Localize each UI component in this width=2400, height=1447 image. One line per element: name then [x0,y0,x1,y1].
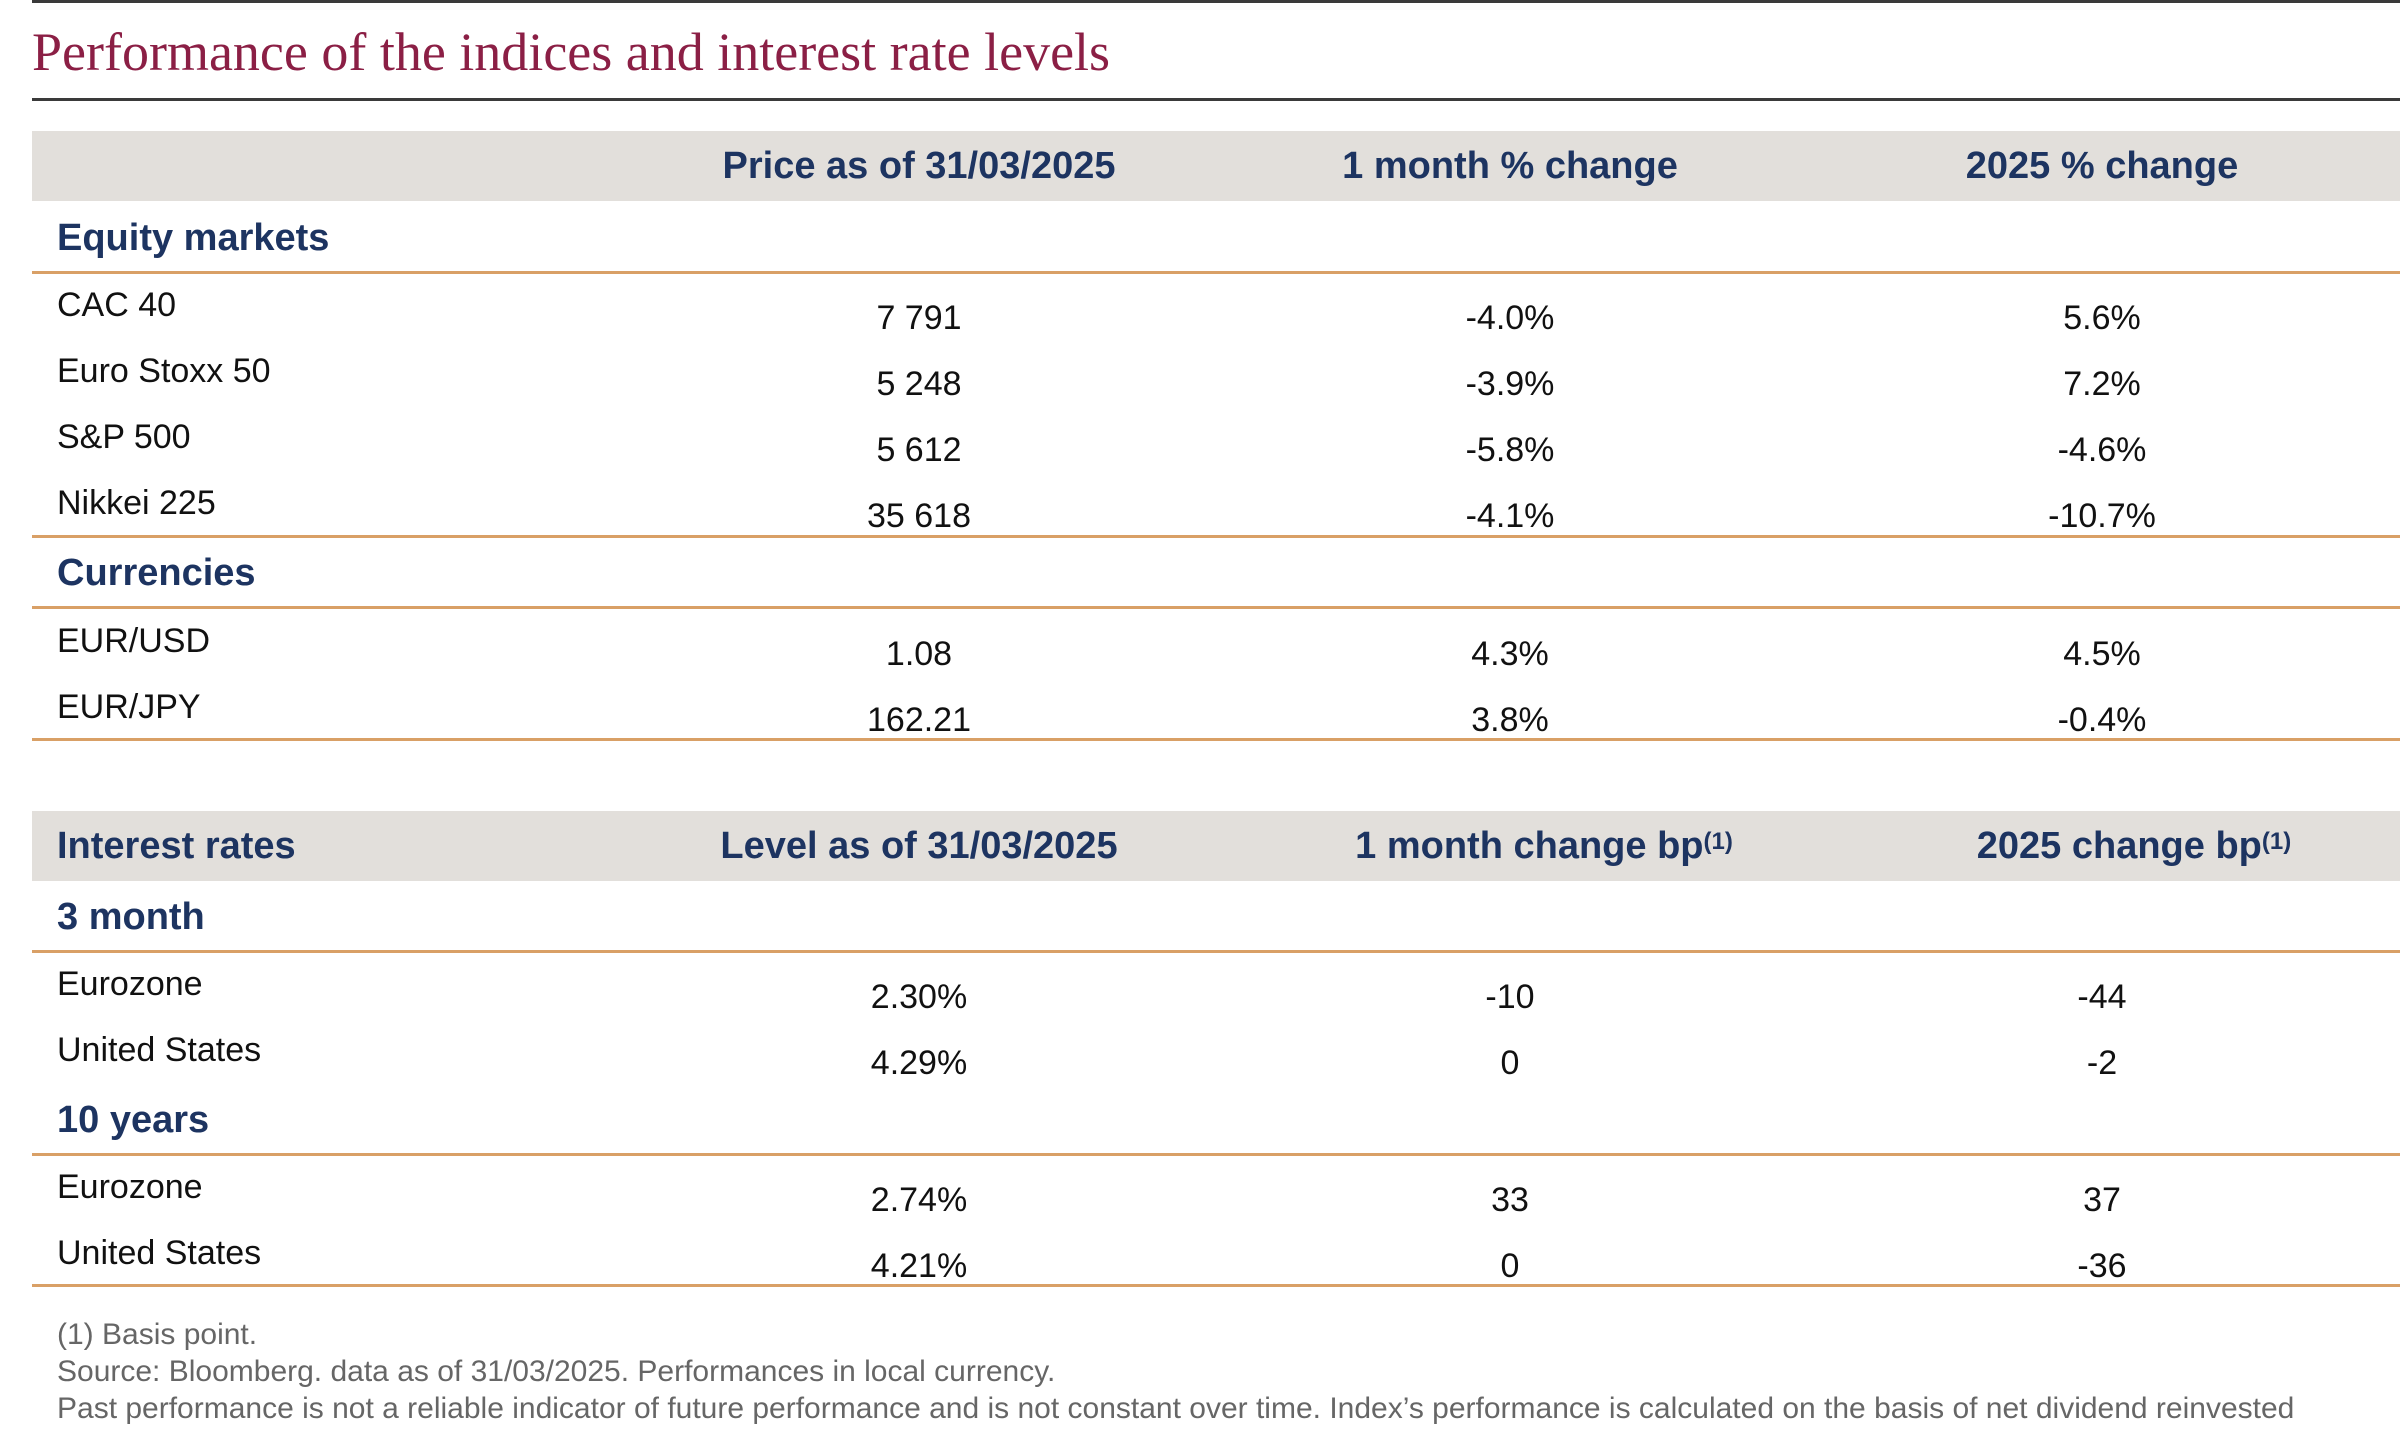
row-label: Nikkei 225 [57,484,216,522]
ytd-change-cell: -2 [2086,1044,2118,1082]
col-header-ytd-change: 2025 % change [1965,145,2239,187]
ytd-change-cell: -10.7% [2048,497,2156,535]
section-3-month: 3 month [32,882,2400,953]
level-cell: 2.74% [870,1181,968,1219]
month-change-cell: -10 [1485,978,1535,1016]
price-cell: 5 612 [876,431,962,469]
row-label: Eurozone [57,965,203,1003]
markets-header-row: Price as of 31/03/2025 1 month % change … [32,131,2400,201]
page-title: Performance of the indices and interest … [32,22,1111,82]
price-cell: 7 791 [876,299,962,337]
col-header-price: Price as of 31/03/2025 [722,145,1116,187]
footnote-marker: (1) [2261,828,2292,855]
level-cell: 2.30% [870,978,968,1016]
section-label: Equity markets [57,217,330,259]
col-header-1m-change: 1 month % change [1342,145,1678,187]
header-text: 1 month change bp [1355,825,1704,867]
month-change-cell: -5.8% [1465,431,1555,469]
row-label: Euro Stoxx 50 [57,352,271,390]
month-change-cell: -3.9% [1465,365,1555,403]
section-10-years: 10 years [32,1085,2400,1156]
row-label: S&P 500 [57,418,191,456]
section-label: 3 month [57,896,205,938]
month-change-cell: -4.1% [1465,497,1555,535]
title-rule [32,98,2400,101]
row-label: EUR/USD [57,622,211,660]
month-change-cell: 3.8% [1471,701,1549,739]
row-label: Eurozone [57,1168,203,1206]
section-divider [32,535,2400,538]
section-currencies: Currencies [32,538,2400,609]
col-header-ytd-change-bp: 2025 change bp(1) [1977,811,2291,881]
header-text: 2025 change bp [1976,825,2262,867]
ytd-change-cell: 5.6% [2063,299,2141,337]
ytd-change-cell: -0.4% [2057,701,2147,739]
footnote-marker: (1) [1703,828,1733,855]
month-change-cell: 4.3% [1471,635,1549,673]
row-label: United States [57,1234,262,1272]
month-change-cell: 0 [1500,1247,1520,1285]
footnote-basis-point: (1) Basis point. [57,1318,258,1351]
price-cell: 35 618 [867,497,971,535]
row-label: CAC 40 [57,286,177,324]
ytd-change-cell: 4.5% [2063,635,2141,673]
ytd-change-cell: 37 [2083,1181,2121,1219]
top-rule [32,0,2400,3]
row-label: United States [57,1031,262,1069]
ytd-change-cell: 7.2% [2063,365,2141,403]
disclaimer-note: Past performance is not a reliable indic… [57,1392,2295,1425]
level-cell: 4.29% [870,1044,968,1082]
price-cell: 162.21 [867,701,971,739]
section-label: Currencies [57,552,256,594]
ytd-change-cell: -36 [2077,1247,2127,1285]
month-change-cell: -4.0% [1465,299,1555,337]
col-header-level: Level as of 31/03/2025 [720,825,1118,867]
col-header-interest-rates: Interest rates [57,825,296,867]
section-equity-markets: Equity markets [32,203,2400,274]
price-cell: 1.08 [885,635,953,673]
rates-header-row: Interest rates Level as of 31/03/2025 1 … [32,811,2400,881]
price-cell: 5 248 [876,365,962,403]
table-bottom-rule [32,738,2400,741]
month-change-cell: 33 [1491,1181,1529,1219]
source-note: Source: Bloomberg. data as of 31/03/2025… [57,1355,1056,1388]
row-label: EUR/JPY [57,688,201,726]
month-change-cell: 0 [1500,1044,1520,1082]
ytd-change-cell: -4.6% [2057,431,2147,469]
col-header-1m-change-bp: 1 month change bp(1) [1355,811,1733,881]
level-cell: 4.21% [870,1247,968,1285]
table-bottom-rule [32,1284,2400,1287]
ytd-change-cell: -44 [2077,978,2127,1016]
section-label: 10 years [57,1099,210,1141]
